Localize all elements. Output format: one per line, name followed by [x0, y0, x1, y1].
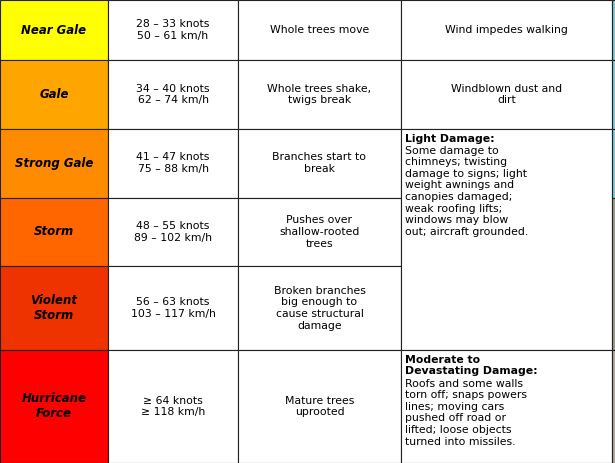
Bar	[108, 198, 238, 266]
Text: Some damage to
chimneys; twisting
damage to signs; light
weight awnings and
cano: Some damage to chimneys; twisting damage…	[405, 145, 528, 237]
Text: Light Damage:: Light Damage:	[405, 133, 494, 144]
Bar	[401, 350, 612, 463]
Bar	[612, 0, 615, 60]
Bar	[0, 0, 108, 60]
Bar	[0, 266, 108, 350]
Bar	[401, 129, 612, 350]
Bar	[0, 350, 108, 463]
Bar	[612, 350, 615, 463]
Bar	[0, 129, 108, 198]
Text: Gale: Gale	[39, 88, 69, 101]
Text: Whole trees shake,
twigs break: Whole trees shake, twigs break	[268, 84, 371, 106]
Bar	[108, 266, 238, 350]
Bar	[612, 129, 615, 198]
Text: 56 – 63 knots
103 – 117 km/h: 56 – 63 knots 103 – 117 km/h	[130, 297, 215, 319]
Text: Hurricane
Force: Hurricane Force	[22, 393, 87, 420]
Text: Violent
Storm: Violent Storm	[31, 294, 77, 322]
Bar	[108, 0, 238, 60]
Bar	[108, 129, 238, 198]
Text: Near Gale: Near Gale	[22, 24, 87, 37]
Bar	[108, 60, 238, 129]
Bar	[238, 198, 401, 266]
Bar	[238, 60, 401, 129]
Text: Windblown dust and
dirt: Windblown dust and dirt	[451, 84, 562, 106]
Text: Storm: Storm	[34, 225, 74, 238]
Text: 28 – 33 knots
50 – 61 km/h: 28 – 33 knots 50 – 61 km/h	[137, 19, 210, 41]
Bar	[238, 350, 401, 463]
Text: Strong Gale: Strong Gale	[15, 157, 93, 170]
Text: Mature trees
uprooted: Mature trees uprooted	[285, 396, 354, 417]
Text: Moderate to
Devastating Damage:: Moderate to Devastating Damage:	[405, 355, 538, 376]
Bar	[0, 60, 108, 129]
Text: 48 – 55 knots
89 – 102 km/h: 48 – 55 knots 89 – 102 km/h	[134, 221, 212, 243]
Bar	[612, 198, 615, 350]
Text: ≥ 64 knots
≥ 118 km/h: ≥ 64 knots ≥ 118 km/h	[141, 396, 205, 417]
Text: Branches start to
break: Branches start to break	[272, 152, 367, 174]
Bar	[401, 60, 612, 129]
Bar	[238, 266, 401, 350]
Text: 34 – 40 knots
62 – 74 km/h: 34 – 40 knots 62 – 74 km/h	[137, 84, 210, 106]
Text: Broken branches
big enough to
cause structural
damage: Broken branches big enough to cause stru…	[274, 286, 365, 331]
Bar	[612, 60, 615, 129]
Bar	[0, 198, 108, 266]
Bar	[238, 129, 401, 198]
Text: 41 – 47 knots
75 – 88 km/h: 41 – 47 knots 75 – 88 km/h	[137, 152, 210, 174]
Text: Whole trees move: Whole trees move	[270, 25, 369, 35]
Text: Roofs and some walls
torn off; snaps powers
lines; moving cars
pushed off road o: Roofs and some walls torn off; snaps pow…	[405, 379, 526, 447]
Text: Pushes over
shallow-rooted
trees: Pushes over shallow-rooted trees	[279, 215, 360, 249]
Bar	[238, 0, 401, 60]
Bar	[108, 350, 238, 463]
Bar	[401, 0, 612, 60]
Text: Wind impedes walking: Wind impedes walking	[445, 25, 568, 35]
